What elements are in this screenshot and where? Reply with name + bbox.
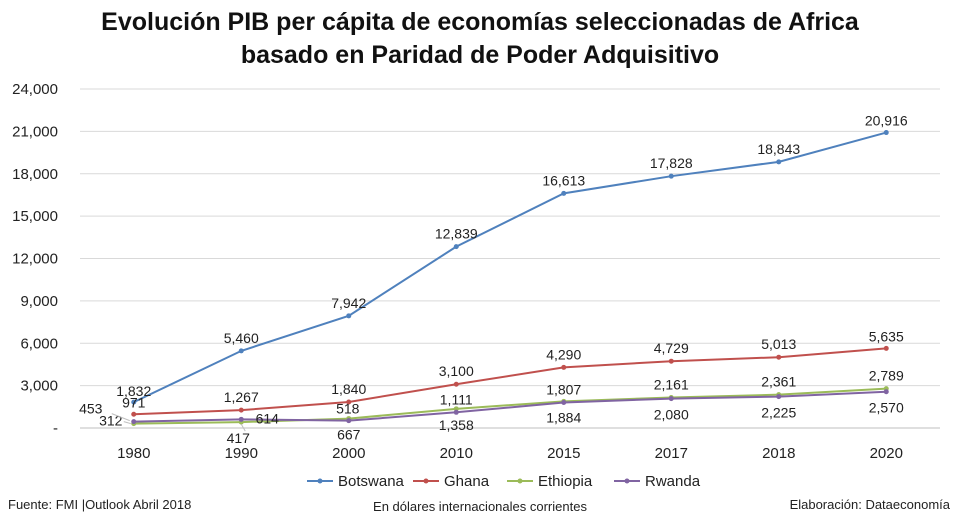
- data-label-rwanda: 2,570: [869, 400, 904, 416]
- data-label-rwanda: 2,225: [761, 405, 796, 421]
- series-line-rwanda: [133, 390, 887, 423]
- data-label-botswana: 18,843: [757, 141, 800, 157]
- y-tick-label: 24,000: [12, 81, 58, 98]
- data-label-ghana: 1,267: [224, 389, 259, 405]
- y-tick-label: 6,000: [20, 335, 58, 352]
- x-tick-label: 2015: [547, 445, 580, 462]
- x-tick-label: 2020: [870, 445, 903, 462]
- label-leader-line: [240, 423, 246, 432]
- data-label-ethiopia: 1,884: [546, 409, 581, 425]
- data-label-ghana: 5,635: [869, 328, 904, 344]
- x-tick-label: 2017: [655, 445, 688, 462]
- data-label-botswana: 5,460: [224, 330, 259, 346]
- data-label-ethiopia: 667: [337, 427, 361, 443]
- data-point-botswana: [131, 399, 137, 405]
- data-point-ghana: [668, 358, 674, 364]
- series-line-ghana: [133, 347, 887, 416]
- y-tick-label: 9,000: [20, 293, 58, 310]
- data-label-botswana: 20,916: [865, 113, 908, 129]
- y-tick-label: 18,000: [12, 166, 58, 183]
- data-label-rwanda: 614: [256, 410, 280, 426]
- series-line-botswana: [133, 131, 887, 404]
- data-label-rwanda: 518: [336, 401, 360, 417]
- legend-marker-rwanda: [624, 478, 630, 484]
- source-note: Fuente: FMI |Outlook Abril 2018: [8, 497, 192, 512]
- data-point-botswana: [238, 348, 244, 354]
- data-label-ghana: 971: [122, 394, 146, 410]
- data-point-botswana: [561, 190, 567, 196]
- data-point-rwanda: [131, 419, 137, 425]
- x-tick-label: 1980: [117, 445, 150, 462]
- data-label-botswana: 1,832: [116, 383, 151, 399]
- data-label-ethiopia: 2,789: [869, 368, 904, 384]
- data-label-ethiopia: 417: [227, 430, 251, 446]
- legend-label-ethiopia: Ethiopia: [538, 473, 593, 490]
- data-label-ethiopia: 2,361: [761, 374, 796, 390]
- legend-label-botswana: Botswana: [338, 473, 405, 490]
- series-line-ethiopia: [133, 387, 887, 425]
- data-point-rwanda: [668, 396, 674, 402]
- data-point-ghana: [453, 381, 459, 387]
- data-point-ghana: [131, 411, 137, 417]
- data-point-rwanda: [776, 394, 782, 400]
- credit-note: Elaboración: Dataeconomía: [789, 497, 950, 512]
- legend-marker-ethiopia: [517, 478, 523, 484]
- x-tick-label: 2010: [440, 445, 473, 462]
- data-point-botswana: [453, 244, 459, 250]
- data-point-ghana: [776, 354, 782, 360]
- y-tick-label: 12,000: [12, 251, 58, 268]
- data-label-ghana: 3,100: [439, 363, 474, 379]
- data-point-botswana: [776, 159, 782, 165]
- x-tick-label: 2018: [762, 445, 795, 462]
- data-label-ethiopia: 312: [99, 413, 123, 429]
- label-leader-line: [123, 421, 131, 425]
- data-point-rwanda: [561, 399, 567, 405]
- data-label-rwanda: 2,080: [654, 407, 689, 423]
- data-point-botswana: [346, 313, 352, 319]
- x-tick-label: 1990: [225, 445, 258, 462]
- data-label-botswana: 7,942: [331, 295, 366, 311]
- data-label-rwanda: 453: [79, 401, 103, 417]
- chart-title: Evolución PIB per cápita de economías se…: [0, 6, 960, 72]
- data-point-ghana: [346, 399, 352, 405]
- data-point-botswana: [883, 130, 889, 136]
- legend-marker-ghana: [423, 478, 429, 484]
- data-point-botswana: [668, 173, 674, 179]
- chart-title-line-1: Evolución PIB per cápita de economías se…: [101, 8, 859, 36]
- data-label-botswana: 12,839: [435, 226, 478, 242]
- data-point-rwanda: [453, 409, 459, 415]
- data-point-rwanda: [238, 416, 244, 422]
- y-tick-label: 15,000: [12, 208, 58, 225]
- label-leader-line: [111, 413, 130, 422]
- data-label-ghana: 1,840: [331, 381, 366, 397]
- data-point-ghana: [561, 364, 567, 370]
- legend-marker-botswana: [317, 478, 323, 484]
- legend-label-rwanda: Rwanda: [645, 473, 701, 490]
- data-point-ghana: [883, 345, 889, 351]
- data-point-rwanda: [883, 389, 889, 395]
- data-label-ethiopia: 1,358: [439, 417, 474, 433]
- data-label-ethiopia: 2,161: [654, 376, 689, 392]
- data-label-botswana: 16,613: [542, 172, 585, 188]
- data-label-rwanda: 1,807: [546, 381, 581, 397]
- data-label-ghana: 4,729: [654, 340, 689, 356]
- y-tick-label: 21,000: [12, 123, 58, 140]
- x-tick-label: 2000: [332, 445, 365, 462]
- chart-title-line-2: basado en Paridad de Poder Adquisitivo: [240, 41, 720, 69]
- data-point-ethiopia: [453, 406, 459, 412]
- legend-label-ghana: Ghana: [444, 473, 490, 490]
- units-note: En dólares internacionales corrientes: [373, 499, 587, 514]
- data-label-ghana: 5,013: [761, 336, 796, 352]
- y-tick-label: -: [53, 420, 58, 437]
- data-label-botswana: 17,828: [650, 155, 693, 171]
- data-label-rwanda: 1,111: [440, 391, 473, 407]
- data-point-ghana: [238, 407, 244, 413]
- data-point-rwanda: [346, 418, 352, 424]
- data-label-ghana: 4,290: [546, 346, 581, 362]
- y-tick-label: 3,000: [20, 378, 58, 395]
